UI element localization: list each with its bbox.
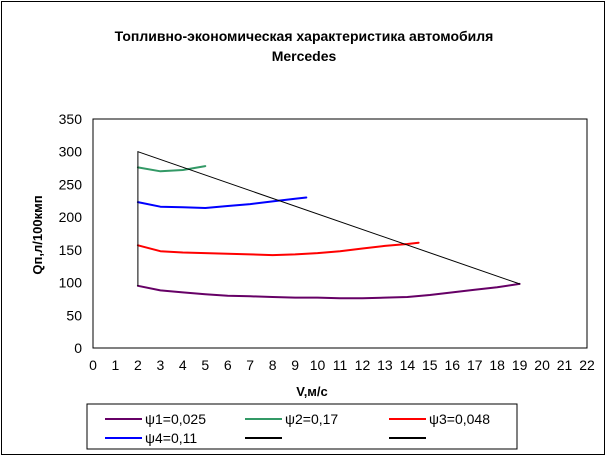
series-line-3 (136, 241, 420, 257)
y-tick-label: 200 (59, 209, 83, 225)
x-tick-label: 14 (400, 357, 416, 373)
plot-area (92, 118, 588, 349)
plot-border (92, 118, 588, 349)
legend-label: ψ2=0,17 (285, 411, 338, 427)
series-line-1 (136, 282, 521, 300)
plot-background (93, 119, 587, 348)
x-tick-label: 19 (512, 357, 528, 373)
legend-label: ψ3=0,048 (429, 411, 490, 427)
y-tick-label: 100 (59, 275, 83, 291)
x-tick-label: 20 (534, 357, 550, 373)
x-tick-label: 2 (134, 357, 142, 373)
y-tick-label: 150 (59, 242, 83, 258)
x-tick-label: 4 (179, 357, 187, 373)
legend: ψ1=0,025 ψ2=0,17 ψ3=0,048 ψ4=0,11 (86, 403, 518, 450)
y-tick-label: 300 (59, 144, 83, 160)
x-tick-label: 8 (269, 357, 277, 373)
x-tick-label: 6 (224, 357, 232, 373)
x-tick-label: 0 (89, 357, 97, 373)
x-tick-label: 9 (291, 357, 299, 373)
x-tick-label: 3 (156, 357, 164, 373)
y-tick-label: 0 (74, 340, 82, 356)
x-tick-label: 15 (422, 357, 438, 373)
series-line-2 (136, 165, 207, 173)
x-tick-label: 10 (310, 357, 326, 373)
x-tick-label: 7 (246, 357, 254, 373)
x-tick-label: 18 (489, 357, 505, 373)
y-tick-label: 250 (59, 176, 83, 192)
x-tick-label: 22 (579, 357, 595, 373)
series-line-4 (136, 196, 308, 209)
chart-subtitle: Mercedes (272, 48, 337, 64)
x-tick-label: 16 (444, 357, 460, 373)
x-tick-label: 11 (333, 357, 348, 373)
chart-title: Топливно-экономическая характеристика ав… (115, 28, 494, 44)
x-tick-label: 12 (355, 357, 371, 373)
legend-label: ψ1=0,025 (145, 411, 206, 427)
series-line-5 (137, 151, 521, 285)
legend-box (86, 403, 518, 450)
x-tick-label: 13 (377, 357, 393, 373)
legend-label: ψ4=0,11 (145, 430, 197, 446)
x-tick-label: 1 (112, 357, 120, 373)
x-tick-label: 17 (467, 357, 483, 373)
x-axis-label: V,м/с (296, 384, 328, 399)
tick-labels: 0 1 2 3 4 5 6 7 8 9 10 11 12 13 14 15 16 17 18 19 20 21 220501… (59, 111, 595, 373)
series-layer (136, 151, 521, 300)
y-tick-label: 350 (59, 111, 83, 127)
x-tick-label: 5 (201, 357, 209, 373)
y-tick-label: 50 (66, 307, 82, 323)
y-axis-label: Qп,л/100кмп (30, 195, 45, 274)
x-tick-label: 21 (557, 357, 573, 373)
